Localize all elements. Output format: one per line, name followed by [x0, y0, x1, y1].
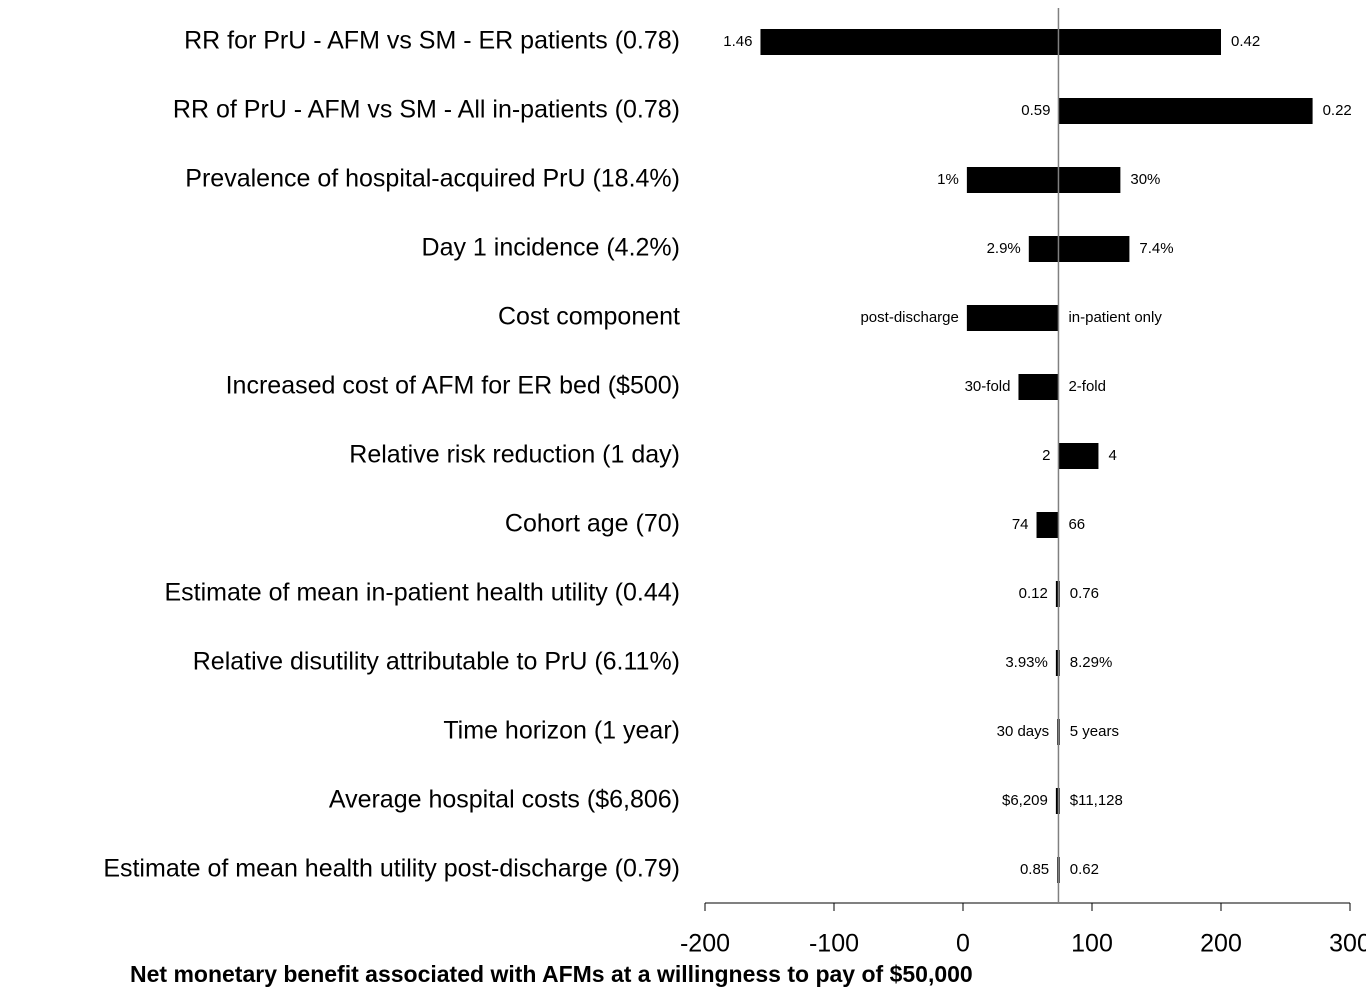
x-axis-title: Net monetary benefit associated with AFM… — [130, 961, 973, 987]
category-label: Relative disutility attributable to PrU … — [193, 648, 680, 676]
bar — [1018, 374, 1059, 400]
value-label: $6,209 — [1002, 792, 1048, 809]
category-label: RR of PrU - AFM vs SM - All in-patients … — [173, 96, 680, 124]
category-label: Increased cost of AFM for ER bed ($500) — [226, 372, 680, 400]
bar — [1058, 443, 1099, 469]
value-label: 30% — [1130, 171, 1160, 188]
category-label: Time horizon (1 year) — [443, 717, 680, 745]
value-label: in-patient only — [1068, 309, 1162, 326]
bar — [1058, 29, 1221, 55]
value-label: 0.12 — [1019, 585, 1048, 602]
value-label: 3.93% — [1005, 654, 1048, 671]
value-label: 66 — [1068, 516, 1085, 533]
bar — [1058, 167, 1121, 193]
value-label: 2.9% — [987, 240, 1021, 257]
bar — [1055, 788, 1059, 814]
value-label: 30 days — [997, 723, 1050, 740]
category-label: Relative risk reduction (1 day) — [349, 441, 680, 469]
bar — [1028, 236, 1059, 262]
value-label: 2-fold — [1068, 378, 1106, 395]
x-tick-label: 300 — [1329, 930, 1366, 958]
value-label: 5 years — [1070, 723, 1119, 740]
value-label: 8.29% — [1070, 654, 1113, 671]
x-tick-label: 200 — [1200, 930, 1242, 958]
bar — [1036, 512, 1059, 538]
category-label: Day 1 incidence (4.2%) — [422, 234, 680, 262]
value-label: 0.85 — [1020, 861, 1049, 878]
value-label: 1% — [937, 171, 959, 188]
bar — [966, 167, 1059, 193]
category-label: RR for PrU - AFM vs SM - ER patients (0.… — [184, 27, 680, 55]
category-label: Cost component — [498, 303, 680, 331]
value-label: 0.42 — [1231, 33, 1260, 50]
x-tick-label: 100 — [1071, 930, 1113, 958]
x-tick-label: -200 — [680, 930, 730, 958]
bar — [1058, 98, 1313, 124]
value-label: 30-fold — [965, 378, 1011, 395]
value-label: 0.76 — [1070, 585, 1099, 602]
bar — [1058, 236, 1130, 262]
value-label: 7.4% — [1139, 240, 1173, 257]
bar — [1055, 650, 1059, 676]
x-tick-label: 0 — [956, 930, 970, 958]
value-label: 2 — [1042, 447, 1050, 464]
value-label: $11,128 — [1070, 792, 1123, 809]
category-label: Average hospital costs ($6,806) — [329, 786, 680, 814]
bar — [1055, 581, 1059, 607]
value-label: 74 — [1012, 516, 1029, 533]
bar — [966, 305, 1059, 331]
value-label: 0.59 — [1021, 102, 1050, 119]
value-label: 4 — [1108, 447, 1116, 464]
bar — [760, 29, 1059, 55]
x-tick-label: -100 — [809, 930, 859, 958]
category-label: Estimate of mean in-patient health utili… — [164, 579, 680, 607]
value-label: 0.62 — [1070, 861, 1099, 878]
category-label: Cohort age (70) — [505, 510, 680, 538]
value-label: post-discharge — [860, 309, 958, 326]
value-label: 1.46 — [723, 33, 752, 50]
category-label: Prevalence of hospital-acquired PrU (18.… — [185, 165, 680, 193]
category-label: Estimate of mean health utility post-dis… — [103, 855, 680, 883]
value-label: 0.22 — [1323, 102, 1352, 119]
